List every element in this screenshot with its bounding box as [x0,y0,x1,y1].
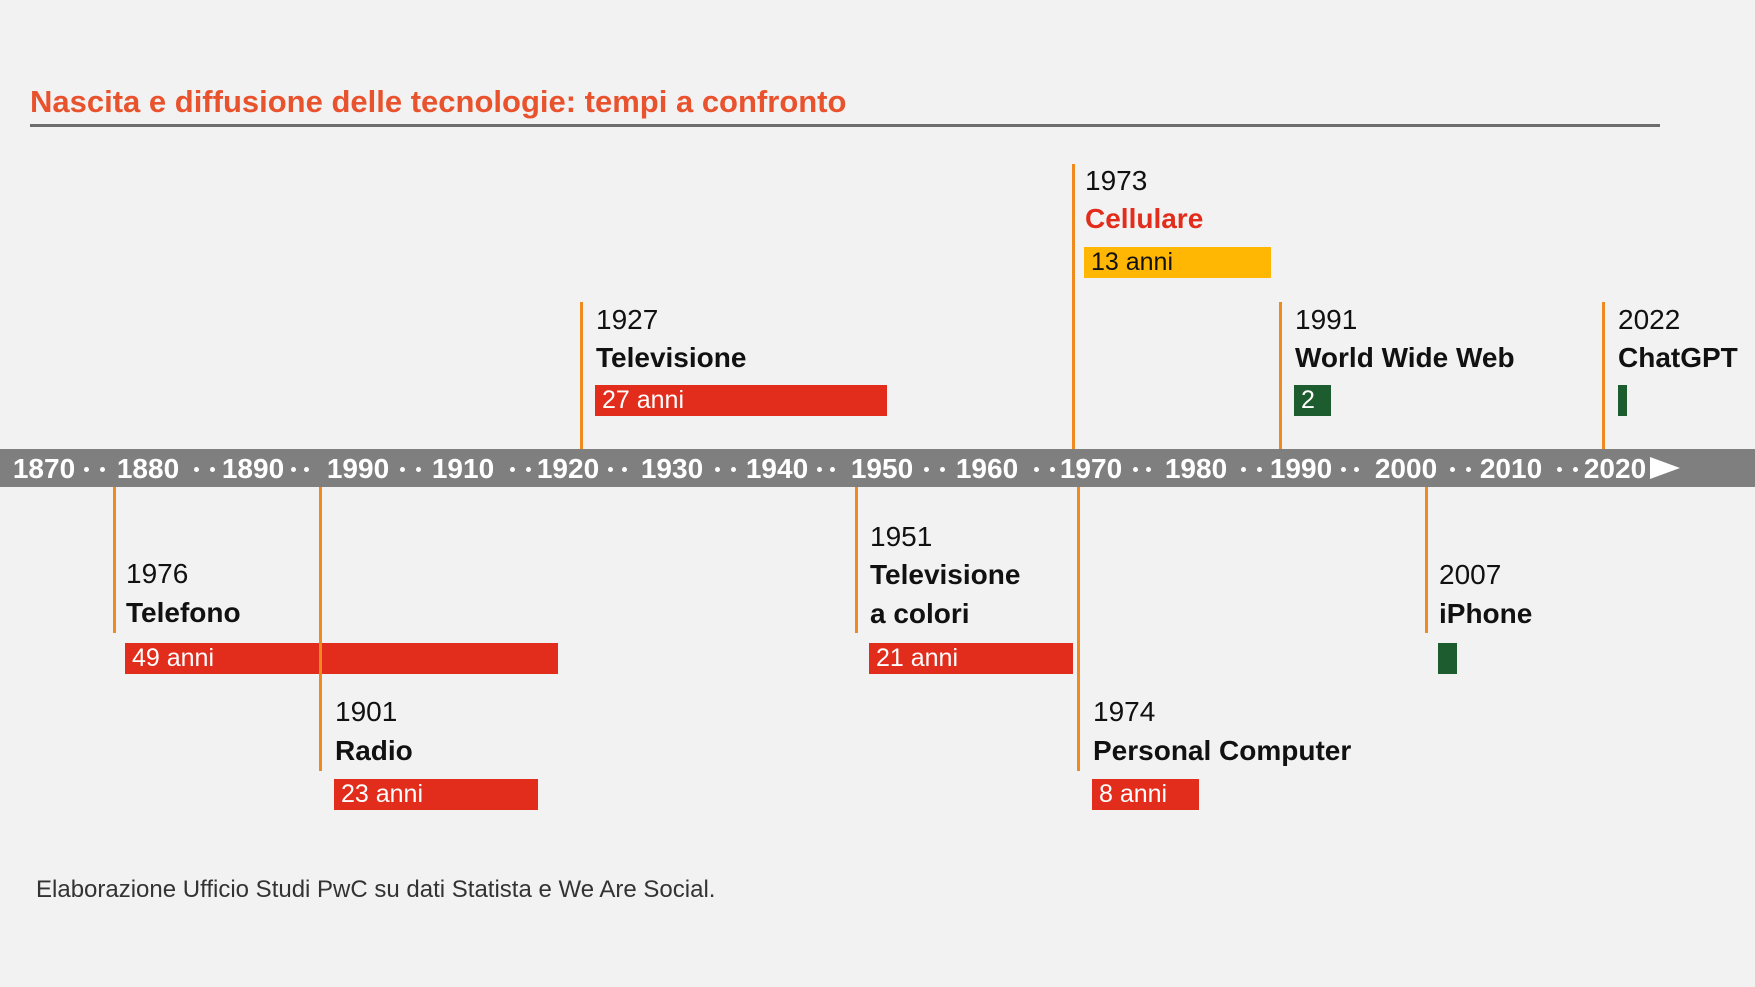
axis-dot [1557,467,1562,472]
chatgpt-connector [1602,302,1605,449]
axis-dot [817,467,822,472]
axis-tick-label: 1910 [431,453,495,484]
axis-tick-label: 1870 [12,453,76,484]
axis-dot [830,467,835,472]
axis-dot [1341,467,1346,472]
tv-colori-duration-bar: 21 anni [869,643,1073,674]
iphone-year: 2007 [1439,559,1502,590]
cellulare-name: Cellulare [1085,203,1204,234]
axis-dot [1241,467,1246,472]
www-duration-bar: 2 [1294,385,1331,416]
radio-duration-bar: 23 anni [334,779,538,810]
pc-name: Personal Computer [1093,735,1352,766]
radio-year: 1901 [335,696,398,727]
axis-tick-label: 1990 [326,453,390,484]
axis-dot [1133,467,1138,472]
telefono-year: 1976 [126,558,189,589]
chatgpt-name: ChatGPT [1618,342,1738,373]
chatgpt-duration-bar [1618,385,1627,416]
tv-colori-name-line1: Televisione [870,559,1021,590]
axis-dot [100,467,105,472]
axis-dot [924,467,929,472]
axis-dot [194,467,199,472]
axis-dot [526,467,531,472]
cellulare-year: 1973 [1085,165,1148,196]
source-note: Elaborazione Ufficio Studi PwC su dati S… [36,876,716,903]
axis-tick-label: 2020 [1583,453,1647,484]
axis-dot [622,467,627,472]
axis-tick-label: 1970 [1059,453,1123,484]
www-connector [1279,302,1282,449]
radio-name: Radio [335,735,413,766]
www-name: World Wide Web [1295,342,1515,373]
axis-tick-label: 1990 [1269,453,1333,484]
cellulare-duration-bar: 13 anni [1084,247,1271,278]
axis-tick-label: 2010 [1479,453,1543,484]
televisione-year: 1927 [596,304,659,335]
cellulare-connector [1072,164,1075,449]
pc-year: 1974 [1093,696,1156,727]
axis-tick-label: 1980 [1164,453,1228,484]
axis-dot [416,467,421,472]
axis-tick-label: 1950 [850,453,914,484]
radio-connector [319,487,322,771]
pc-connector [1077,487,1080,771]
iphone-name: iPhone [1439,598,1533,629]
tv-colori-year: 1951 [870,521,933,552]
axis-tick-label: 1880 [116,453,180,484]
axis-tick-label: 1920 [536,453,600,484]
chatgpt-year: 2022 [1618,304,1681,335]
axis-dot [400,467,405,472]
axis-tick-label: 2000 [1374,453,1438,484]
axis-dot [715,467,720,472]
iphone-connector [1425,487,1428,633]
axis-dot [510,467,515,472]
axis-dot [1034,467,1039,472]
pc-duration-bar: 8 anni [1092,779,1199,810]
axis-tick-label: 1940 [745,453,809,484]
axis-dot [731,467,736,472]
telefono-connector [113,487,116,633]
axis-arrow-icon [1650,457,1680,479]
axis-dot [84,467,89,472]
tv-colori-connector [855,487,858,633]
axis-dot [291,467,296,472]
axis-tick-label: 1960 [955,453,1019,484]
axis-tick-label: 1930 [640,453,704,484]
chart-title: Nascita e diffusione delle tecnologie: t… [30,84,847,119]
iphone-duration-bar [1438,643,1457,674]
axis-dot [1466,467,1471,472]
telefono-name: Telefono [126,597,241,628]
axis-dot [608,467,613,472]
axis-dot [1257,467,1262,472]
axis-dot [304,467,309,472]
axis-dot [1146,467,1151,472]
axis-tick-label: 1890 [221,453,285,484]
axis-dot [940,467,945,472]
axis-dot [1354,467,1359,472]
axis-dot [1450,467,1455,472]
www-year: 1991 [1295,304,1358,335]
axis-dot [1050,467,1055,472]
televisione-connector [580,302,583,449]
televisione-name: Televisione [596,342,747,373]
telefono-duration-bar: 49 anni [125,643,558,674]
televisione-duration-bar: 27 anni [595,385,887,416]
tv-colori-name-line2: a colori [870,598,970,629]
title-rule [30,124,1660,127]
axis-dot [1573,467,1578,472]
axis-dot [210,467,215,472]
